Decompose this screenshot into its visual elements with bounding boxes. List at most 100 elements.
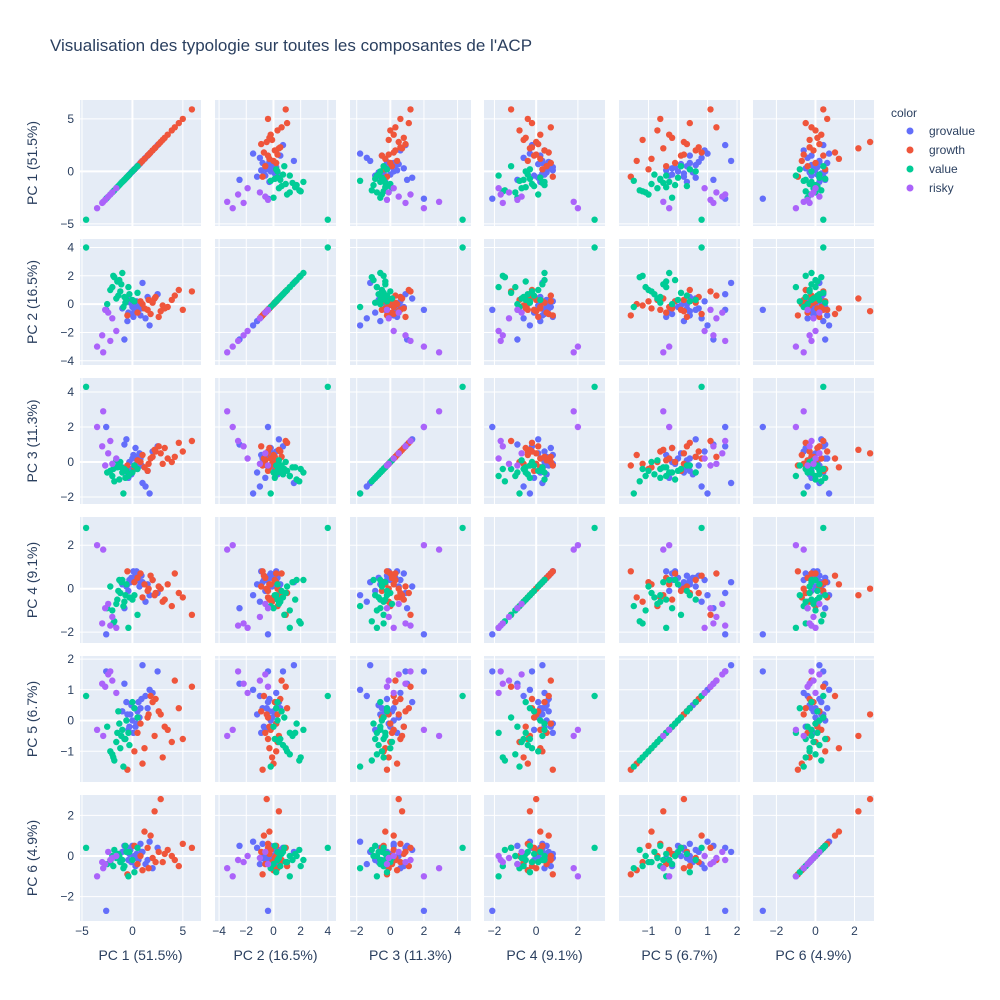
point-risky[interactable] xyxy=(660,349,667,356)
point-growth[interactable] xyxy=(627,568,634,575)
point-value[interactable] xyxy=(692,596,699,603)
point-risky[interactable] xyxy=(224,408,231,415)
point-value[interactable] xyxy=(126,741,133,749)
point-grovalue[interactable] xyxy=(535,160,542,168)
point-growth[interactable] xyxy=(686,862,693,870)
point-value[interactable] xyxy=(267,763,274,770)
point-value[interactable] xyxy=(116,276,123,284)
point-risky[interactable] xyxy=(93,542,101,549)
point-value[interactable] xyxy=(692,469,699,476)
point-value[interactable] xyxy=(820,692,827,700)
point-grovalue[interactable] xyxy=(290,157,298,165)
point-value[interactable] xyxy=(677,611,685,618)
point-risky[interactable] xyxy=(810,613,817,621)
point-value[interactable] xyxy=(281,163,288,170)
point-grovalue[interactable] xyxy=(514,441,521,448)
point-value[interactable] xyxy=(370,576,377,584)
point-growth[interactable] xyxy=(524,115,531,123)
point-grovalue[interactable] xyxy=(528,668,536,675)
point-value[interactable] xyxy=(387,745,394,752)
point-value[interactable] xyxy=(507,844,515,851)
point-value[interactable] xyxy=(677,289,685,296)
point-growth[interactable] xyxy=(648,828,655,835)
point-risky[interactable] xyxy=(240,680,247,687)
point-grovalue[interactable] xyxy=(103,631,110,638)
point-value[interactable] xyxy=(125,283,132,291)
point-grovalue[interactable] xyxy=(390,168,397,175)
point-risky[interactable] xyxy=(660,865,667,872)
point-value[interactable] xyxy=(283,583,291,590)
point-value[interactable] xyxy=(129,698,136,706)
point-growth[interactable] xyxy=(258,708,265,715)
point-risky[interactable] xyxy=(244,185,251,192)
point-risky[interactable] xyxy=(800,546,807,553)
point-growth[interactable] xyxy=(507,106,515,113)
point-value[interactable] xyxy=(370,720,377,727)
point-grovalue[interactable] xyxy=(824,705,831,712)
point-growth[interactable] xyxy=(264,152,272,159)
point-grovalue[interactable] xyxy=(403,176,411,183)
point-growth[interactable] xyxy=(134,457,141,464)
point-value[interactable] xyxy=(816,581,823,588)
point-risky[interactable] xyxy=(660,408,667,415)
point-growth[interactable] xyxy=(407,106,414,113)
point-growth[interactable] xyxy=(151,732,158,740)
point-value[interactable] xyxy=(495,729,502,736)
point-value[interactable] xyxy=(267,490,274,497)
point-risky[interactable] xyxy=(383,196,391,203)
point-value[interactable] xyxy=(535,191,542,198)
point-value[interactable] xyxy=(820,465,827,473)
point-grovalue[interactable] xyxy=(390,705,397,712)
point-risky[interactable] xyxy=(435,546,443,553)
point-value[interactable] xyxy=(297,862,304,870)
point-value[interactable] xyxy=(591,383,598,390)
point-grovalue[interactable] xyxy=(249,322,257,329)
point-growth[interactable] xyxy=(398,732,406,740)
point-grovalue[interactable] xyxy=(363,598,370,605)
point-value[interactable] xyxy=(537,296,544,304)
point-value[interactable] xyxy=(372,842,379,849)
point-growth[interactable] xyxy=(393,760,401,767)
point-value[interactable] xyxy=(293,720,300,727)
point-growth[interactable] xyxy=(800,585,807,592)
point-value[interactable] xyxy=(383,708,391,715)
point-growth[interactable] xyxy=(278,570,285,577)
point-growth[interactable] xyxy=(549,462,556,469)
point-value[interactable] xyxy=(122,842,129,849)
point-grovalue[interactable] xyxy=(727,662,735,669)
point-value[interactable] xyxy=(808,168,815,175)
point-risky[interactable] xyxy=(234,191,242,198)
point-growth[interactable] xyxy=(263,795,270,803)
point-value[interactable] xyxy=(518,457,525,464)
point-growth[interactable] xyxy=(402,140,409,148)
point-value[interactable] xyxy=(541,476,548,483)
point-growth[interactable] xyxy=(155,848,162,856)
point-value[interactable] xyxy=(120,602,127,610)
point-risky[interactable] xyxy=(420,343,428,350)
point-risky[interactable] xyxy=(395,600,402,608)
point-risky[interactable] xyxy=(666,205,673,212)
point-value[interactable] xyxy=(286,283,293,291)
point-value[interactable] xyxy=(271,842,278,849)
point-value[interactable] xyxy=(297,188,304,195)
point-grovalue[interactable] xyxy=(400,570,407,577)
point-value[interactable] xyxy=(535,467,542,474)
point-growth[interactable] xyxy=(270,157,277,165)
point-risky[interactable] xyxy=(256,460,264,467)
point-value[interactable] xyxy=(113,600,120,608)
point-value[interactable] xyxy=(380,714,387,721)
point-value[interactable] xyxy=(812,276,819,284)
point-value[interactable] xyxy=(514,469,521,476)
point-growth[interactable] xyxy=(152,589,159,597)
point-risky[interactable] xyxy=(395,193,402,200)
point-grovalue[interactable] xyxy=(123,436,130,443)
point-risky[interactable] xyxy=(497,856,504,864)
point-grovalue[interactable] xyxy=(121,441,128,448)
point-growth[interactable] xyxy=(179,594,186,601)
point-growth[interactable] xyxy=(139,300,146,308)
point-growth[interactable] xyxy=(547,677,554,684)
point-risky[interactable] xyxy=(719,309,726,316)
point-risky[interactable] xyxy=(707,683,714,690)
point-grovalue[interactable] xyxy=(290,662,298,669)
point-growth[interactable] xyxy=(698,149,705,156)
